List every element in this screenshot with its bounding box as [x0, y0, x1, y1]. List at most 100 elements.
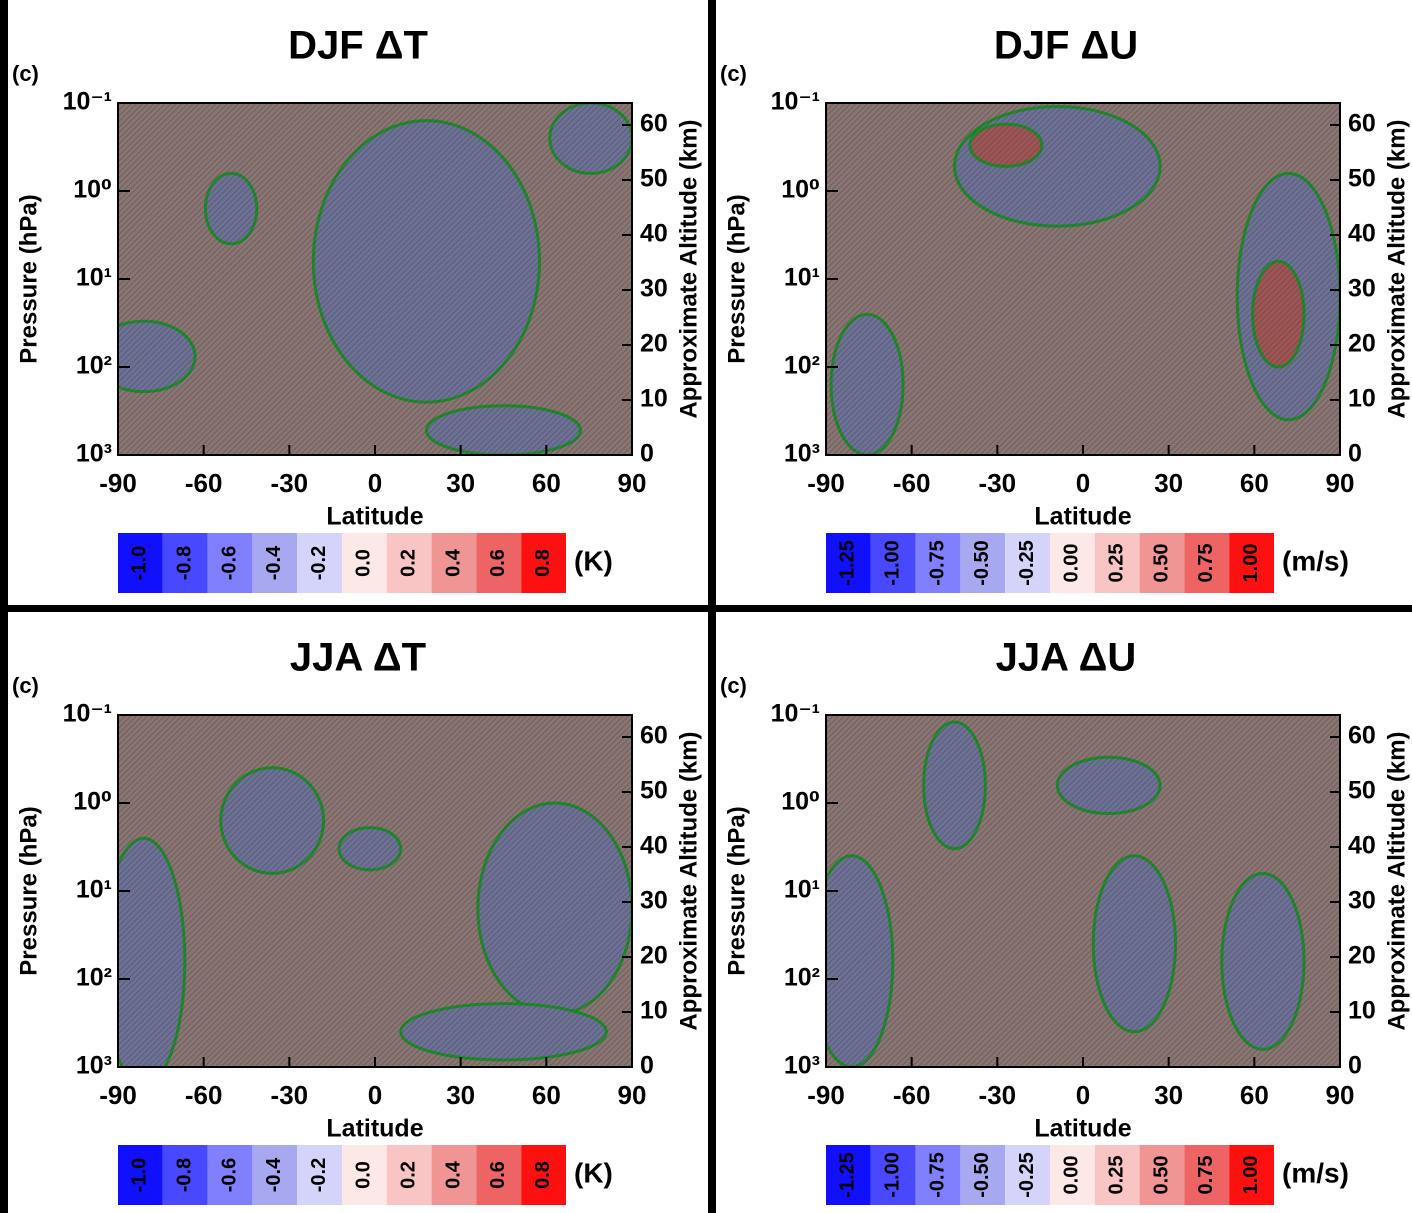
y2-tick-label: 50 [1348, 777, 1376, 805]
y2-tick-label: 10 [1348, 385, 1376, 413]
y-tick-label: 10² [76, 352, 112, 380]
x-tick-label: -60 [185, 1080, 223, 1110]
colorbar-label: -0.4 [263, 1157, 285, 1192]
colorbar-box [826, 533, 871, 593]
x-axis-label: Latitude [326, 1115, 423, 1143]
y-axis-label: Pressure (hPa) [15, 806, 42, 975]
colorbar-box [915, 533, 961, 593]
colorbar-box [1139, 1145, 1185, 1205]
y-tick-label: 10¹ [784, 264, 820, 292]
colorbar-box [297, 1145, 342, 1205]
chart-title: DJF ΔT [288, 24, 428, 68]
y2-tick-label: 20 [640, 330, 668, 358]
colorbar-label: -1.25 [837, 1152, 859, 1198]
y-tick-label: 10⁻¹ [63, 700, 112, 728]
colorbar-label: 0.2 [397, 549, 419, 577]
y2-tick-label: 0 [640, 1052, 654, 1080]
colorbar-box [431, 533, 477, 593]
y-tick-label: 10² [76, 964, 112, 992]
chart-title: JJA ΔT [290, 636, 426, 680]
x-tick-label: 90 [1326, 468, 1355, 498]
colorbar-label: -0.8 [173, 1158, 195, 1192]
colorbar-box [386, 533, 432, 593]
x-tick-label: 90 [618, 1080, 647, 1110]
x-tick-label: 60 [1240, 1080, 1269, 1110]
colorbar-box [521, 1145, 566, 1205]
colorbar-label: -0.75 [926, 540, 948, 586]
colorbar-label: -0.4 [263, 545, 285, 580]
colorbar-box [870, 533, 916, 593]
y2-axis-label: Approximate Altitude (km) [1383, 119, 1410, 418]
x-tick-label: 90 [618, 468, 647, 498]
hatching [826, 715, 1340, 1067]
panel: DJF ΔT (c) Latitude Pressure (hPa) Approxima… [8, 0, 708, 605]
y-tick-label: 10⁰ [73, 788, 112, 816]
y2-axis-label: Approximate Altitude (km) [675, 119, 702, 418]
y2-tick-label: 50 [640, 165, 668, 193]
x-tick-label: -90 [807, 468, 845, 498]
y2-tick-label: 60 [1348, 722, 1376, 750]
colorbar-label: -0.25 [1016, 540, 1038, 586]
colorbar-label: -0.75 [926, 1152, 948, 1198]
colorbar-box [826, 1145, 871, 1205]
x-tick-label: 60 [532, 468, 561, 498]
colorbar-box [252, 1145, 298, 1205]
x-tick-label: 60 [1240, 468, 1269, 498]
colorbar-label: 0.8 [532, 549, 554, 577]
y2-tick-label: 60 [640, 722, 668, 750]
colorbar-label: 0.75 [1195, 1156, 1217, 1195]
colorbar-box [118, 533, 163, 593]
colorbar-label: -1.0 [129, 1158, 151, 1192]
y2-tick-label: 10 [640, 997, 668, 1025]
y2-tick-label: 20 [1348, 330, 1376, 358]
colorbar-box [162, 533, 208, 593]
colorbar-label: -1.0 [129, 546, 151, 580]
y-tick-label: 10³ [784, 1052, 820, 1080]
y-tick-label: 10⁰ [781, 788, 820, 816]
y-tick-label: 10³ [784, 440, 820, 468]
colorbar-unit: (m/s) [1282, 1157, 1349, 1188]
colorbar-box [1184, 533, 1230, 593]
contour-field [118, 103, 632, 455]
colorbar-box [1139, 533, 1185, 593]
x-tick-label: 0 [368, 468, 382, 498]
colorbar-label: -0.25 [1016, 1152, 1038, 1198]
colorbar-label: 0.0 [353, 1161, 375, 1189]
colorbar-unit: (K) [574, 1157, 613, 1188]
panel: JJA ΔU (c) Latitude Pressure (hPa) Approxima… [716, 612, 1412, 1213]
x-tick-label: 90 [1326, 1080, 1355, 1110]
colorbar-label: -1.25 [837, 540, 859, 586]
colorbar-box [1005, 1145, 1050, 1205]
y2-axis-label: Approximate Altitude (km) [675, 731, 702, 1030]
y2-tick-label: 0 [1348, 440, 1362, 468]
x-tick-label: -30 [979, 468, 1017, 498]
x-tick-label: 30 [1154, 1080, 1183, 1110]
y-axis-label: Pressure (hPa) [723, 194, 750, 363]
colorbar-box [431, 1145, 477, 1205]
x-tick-label: -60 [893, 1080, 931, 1110]
panel-label: (c) [12, 673, 39, 698]
colorbar-label: -0.6 [218, 1158, 240, 1192]
y-tick-label: 10¹ [76, 876, 112, 904]
colorbar-label: 0.6 [487, 1161, 509, 1189]
colorbar-label: 0.25 [1105, 544, 1127, 583]
panel-label: (c) [720, 673, 747, 698]
colorbar-label: -0.50 [971, 540, 993, 586]
y-tick-label: 10⁰ [73, 176, 112, 204]
colorbar-label: 1.00 [1240, 544, 1262, 583]
colorbar-unit: (K) [574, 545, 613, 576]
colorbar-box [476, 533, 522, 593]
y2-tick-label: 40 [640, 832, 668, 860]
y-tick-label: 10² [784, 964, 820, 992]
y2-tick-label: 30 [1348, 887, 1376, 915]
colorbar-box [207, 1145, 253, 1205]
x-tick-label: -60 [185, 468, 223, 498]
hatching [118, 103, 632, 455]
y-tick-label: 10³ [76, 1052, 112, 1080]
colorbar-label: 0.75 [1195, 544, 1217, 583]
colorbar-box [960, 1145, 1006, 1205]
y-axis-label: Pressure (hPa) [723, 806, 750, 975]
y-tick-label: 10³ [76, 440, 112, 468]
x-tick-label: -30 [979, 1080, 1017, 1110]
colorbar-label: 0.4 [442, 1160, 464, 1189]
